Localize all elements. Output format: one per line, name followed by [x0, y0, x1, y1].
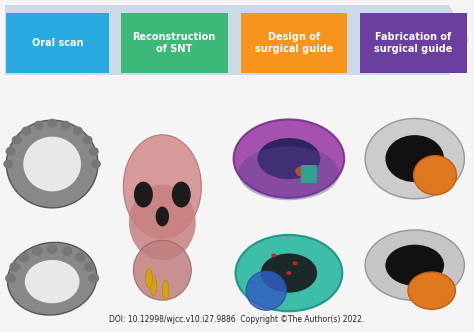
Ellipse shape: [18, 253, 29, 262]
Ellipse shape: [6, 147, 16, 156]
Ellipse shape: [385, 135, 444, 182]
Text: DOI: 10.12998/wjcc.v10.i27.9886  Copyright ©The Author(s) 2022.: DOI: 10.12998/wjcc.v10.i27.9886 Copyrigh…: [109, 315, 365, 324]
Ellipse shape: [89, 147, 99, 156]
Ellipse shape: [46, 244, 58, 254]
Bar: [301, 165, 317, 183]
Ellipse shape: [257, 138, 320, 179]
Ellipse shape: [123, 135, 201, 238]
Text: Fabrication of
surgical guide: Fabrication of surgical guide: [374, 32, 453, 54]
Ellipse shape: [286, 271, 292, 275]
Text: Reconstruction
of SNT: Reconstruction of SNT: [133, 32, 216, 54]
Ellipse shape: [271, 254, 276, 257]
Text: Oral scan: Oral scan: [32, 38, 83, 48]
Ellipse shape: [172, 182, 191, 208]
Ellipse shape: [150, 276, 157, 296]
Ellipse shape: [62, 246, 73, 256]
Ellipse shape: [365, 230, 465, 300]
Ellipse shape: [84, 262, 95, 272]
Ellipse shape: [23, 137, 81, 191]
Ellipse shape: [133, 240, 191, 300]
Ellipse shape: [5, 274, 16, 283]
Bar: [360, 13, 467, 73]
Ellipse shape: [408, 272, 456, 309]
Ellipse shape: [47, 119, 57, 128]
Ellipse shape: [246, 271, 286, 310]
Ellipse shape: [61, 121, 71, 130]
Ellipse shape: [25, 260, 80, 303]
Ellipse shape: [12, 135, 22, 144]
Text: Design of
surgical guide: Design of surgical guide: [255, 32, 333, 54]
Bar: [241, 13, 347, 73]
Ellipse shape: [75, 253, 86, 262]
Ellipse shape: [385, 245, 444, 286]
Ellipse shape: [91, 160, 101, 169]
Ellipse shape: [134, 182, 153, 208]
Ellipse shape: [146, 268, 152, 288]
Ellipse shape: [236, 235, 342, 311]
Ellipse shape: [155, 207, 169, 226]
Ellipse shape: [8, 242, 97, 315]
Ellipse shape: [238, 146, 339, 200]
Ellipse shape: [21, 126, 31, 135]
Ellipse shape: [32, 246, 43, 256]
Ellipse shape: [6, 120, 98, 208]
Ellipse shape: [3, 160, 13, 169]
Ellipse shape: [261, 254, 317, 293]
Ellipse shape: [365, 119, 465, 199]
Bar: [6, 13, 109, 73]
Ellipse shape: [414, 156, 456, 195]
Polygon shape: [5, 5, 469, 75]
Ellipse shape: [88, 274, 99, 283]
Ellipse shape: [73, 126, 83, 135]
Ellipse shape: [82, 135, 92, 144]
Ellipse shape: [295, 165, 313, 177]
Ellipse shape: [129, 185, 196, 260]
Ellipse shape: [9, 262, 20, 272]
Ellipse shape: [234, 120, 344, 198]
Bar: [121, 13, 228, 73]
Ellipse shape: [162, 280, 169, 300]
Ellipse shape: [292, 261, 298, 265]
Ellipse shape: [34, 121, 44, 130]
